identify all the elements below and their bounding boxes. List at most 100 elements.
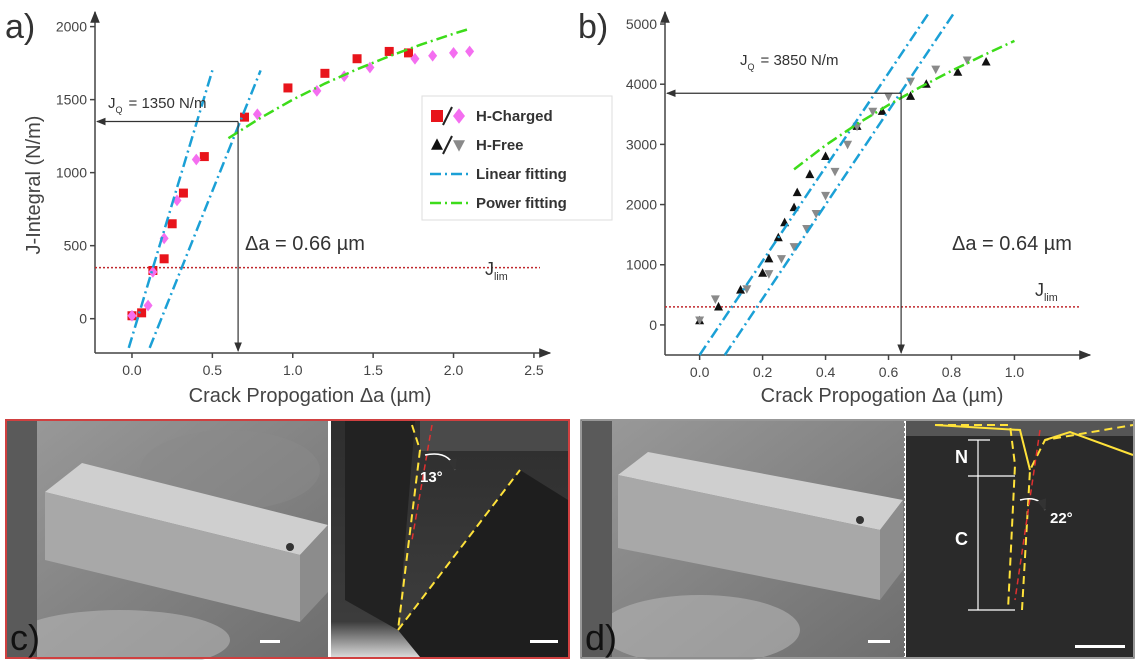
data-point bbox=[191, 153, 201, 166]
beam-top bbox=[906, 421, 1133, 436]
data-point bbox=[764, 270, 774, 279]
legend: H-Charged H-Free Linear fitting Power fitti… bbox=[421, 95, 613, 221]
beam-side bbox=[880, 500, 903, 600]
data-point bbox=[695, 316, 705, 326]
data-point bbox=[821, 191, 831, 201]
fit-line bbox=[723, 11, 956, 356]
x-tick-label: 2.0 bbox=[444, 362, 464, 378]
data-point bbox=[404, 48, 414, 58]
y-tick-label: 1500 bbox=[56, 92, 87, 108]
annotation: Jlim bbox=[1035, 280, 1058, 304]
symbol: J bbox=[485, 259, 494, 279]
legend-slash bbox=[442, 135, 453, 155]
legend-marker bbox=[453, 108, 465, 124]
data-point bbox=[127, 309, 137, 322]
panel-label: c) bbox=[10, 617, 40, 658]
y-tick-label: 500 bbox=[64, 238, 88, 254]
angle-label: 22° bbox=[1050, 510, 1073, 527]
data-point bbox=[240, 112, 250, 122]
x-axis-label: Crack Propogation Δa (µm) bbox=[189, 385, 432, 407]
data-point bbox=[410, 52, 420, 65]
data-point bbox=[352, 54, 362, 64]
legend-marker bbox=[453, 140, 465, 152]
data-point bbox=[789, 243, 799, 252]
data-point bbox=[742, 285, 752, 294]
x-tick-label: 0.5 bbox=[203, 362, 223, 378]
data-point bbox=[811, 209, 821, 219]
annotation-text: = 1350 N/m bbox=[129, 95, 207, 112]
subscript: Q bbox=[116, 105, 123, 115]
sem-base bbox=[582, 421, 612, 657]
subscript: lim bbox=[494, 271, 508, 283]
sem-images: c) 13° d) N C 22° bbox=[5, 419, 1135, 660]
data-point bbox=[714, 301, 724, 311]
beam-section bbox=[345, 421, 415, 630]
data-point bbox=[764, 253, 774, 263]
beam-front bbox=[45, 492, 300, 622]
notch-label: N bbox=[955, 447, 968, 467]
panel-label: b) bbox=[578, 8, 608, 46]
y-tick-label: 2000 bbox=[626, 197, 657, 213]
symbol: J bbox=[740, 52, 748, 69]
x-tick-label: 0.8 bbox=[942, 364, 962, 380]
beam-top bbox=[618, 452, 903, 530]
data-point bbox=[906, 91, 916, 100]
data-point bbox=[868, 107, 878, 117]
beam-side bbox=[300, 525, 328, 622]
reference-line bbox=[1014, 429, 1041, 601]
y-tick-label: 3000 bbox=[626, 136, 657, 152]
annotation: JQ = 3850 N/m bbox=[740, 52, 838, 72]
angle-arrow bbox=[1019, 498, 1047, 512]
y-tick-label: 0 bbox=[79, 311, 87, 327]
x-tick-label: 1.0 bbox=[283, 362, 303, 378]
beam-section bbox=[398, 470, 568, 657]
x-tick-label: 0.6 bbox=[879, 364, 899, 380]
scale-bar bbox=[1075, 645, 1125, 648]
sem-texture bbox=[10, 610, 230, 660]
data-point bbox=[384, 46, 394, 56]
data-point bbox=[465, 45, 475, 58]
y-axis-label: J-Integral (N/m) bbox=[23, 116, 45, 255]
panel-label: d) bbox=[585, 617, 617, 658]
y-tick-label: 0 bbox=[649, 317, 657, 333]
fit-line bbox=[227, 27, 470, 140]
annotation: JQ = 1350 N/m bbox=[108, 95, 206, 115]
data-point bbox=[178, 188, 188, 198]
data-point bbox=[159, 254, 169, 264]
data-point bbox=[736, 285, 746, 294]
x-tick-label: 0.0 bbox=[122, 362, 142, 378]
data-point bbox=[167, 219, 177, 229]
legend-marker bbox=[431, 110, 443, 122]
data-point bbox=[283, 83, 293, 93]
annotation-text: = 3850 N/m bbox=[761, 52, 839, 69]
fit-line bbox=[793, 39, 1015, 171]
y-tick-label: 1000 bbox=[626, 257, 657, 273]
subscript: Q bbox=[748, 62, 755, 72]
y-tick-label: 5000 bbox=[626, 16, 657, 32]
x-tick-label: 0.2 bbox=[753, 364, 773, 380]
legend-label: H-Free bbox=[476, 137, 524, 154]
panel-border bbox=[580, 419, 1135, 659]
beam-top bbox=[45, 463, 328, 555]
crack-outline bbox=[935, 424, 1134, 611]
notch-outline bbox=[934, 424, 1134, 471]
beam-top bbox=[420, 421, 568, 451]
sem-texture bbox=[600, 595, 800, 660]
data-point bbox=[137, 308, 147, 318]
angle-label: 13° bbox=[420, 469, 443, 486]
sem-base bbox=[7, 421, 37, 657]
annotation: Jlim bbox=[485, 259, 508, 283]
data-point bbox=[805, 169, 815, 179]
data-point bbox=[143, 299, 153, 312]
dimension-lines bbox=[968, 439, 1015, 611]
legend-slash bbox=[442, 106, 453, 126]
data-point bbox=[962, 56, 972, 66]
x-tick-label: 0.4 bbox=[816, 364, 836, 380]
beam-front bbox=[618, 475, 880, 600]
crack-outline bbox=[397, 424, 521, 631]
x-tick-label: 0.0 bbox=[690, 364, 710, 380]
x-axis-label: Crack Propogation Δa (µm) bbox=[761, 385, 1004, 407]
data-point bbox=[199, 152, 209, 162]
data-point bbox=[931, 65, 941, 75]
